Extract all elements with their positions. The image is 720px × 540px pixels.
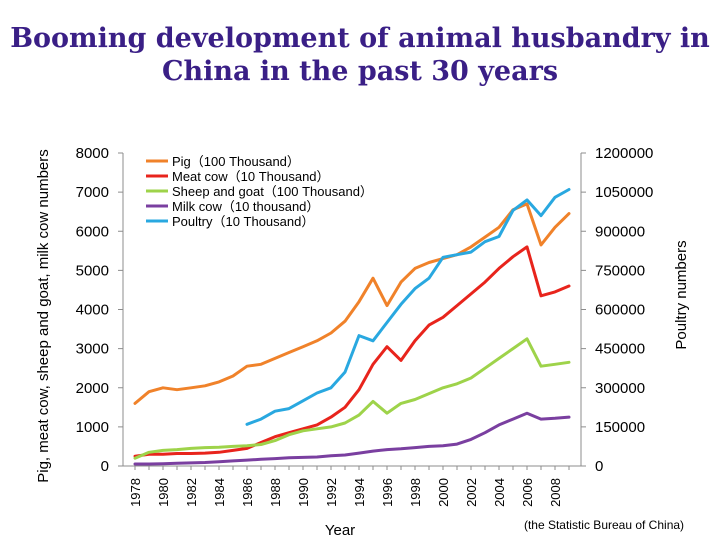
x-tick-label: 1998 bbox=[408, 478, 423, 507]
series-line-2 bbox=[133, 245, 571, 458]
y-tick-label-left: 5000 bbox=[76, 262, 109, 279]
x-axis-label: Year bbox=[325, 522, 355, 539]
legend-label-5: Poultry（10 Thousand） bbox=[172, 214, 314, 229]
x-tick-label: 1982 bbox=[184, 478, 199, 507]
x-tick-label: 1984 bbox=[212, 478, 227, 507]
y-tick-label-right: 750000 bbox=[595, 262, 645, 279]
source-note: (the Statistic Bureau of China) bbox=[524, 518, 684, 532]
x-tick-label: 2006 bbox=[520, 478, 535, 507]
y-tick-label-left: 3000 bbox=[76, 341, 109, 358]
x-tick-label: 2000 bbox=[436, 478, 451, 507]
x-tick-label: 2002 bbox=[464, 478, 479, 507]
series-line-5 bbox=[245, 188, 571, 426]
x-tick-label: 2008 bbox=[548, 478, 563, 507]
y-tick-label-right: 450000 bbox=[595, 341, 645, 358]
axes: 0 1000 2000 3000 4000 5000 6000 7000 8000 0 150000… bbox=[76, 145, 654, 507]
y-tick-label-right: 0 bbox=[595, 458, 603, 475]
x-tick-label: 1988 bbox=[268, 478, 283, 507]
y-tick-label-right: 600000 bbox=[595, 302, 645, 319]
y-tick-label-left: 7000 bbox=[76, 184, 109, 201]
x-tick-label: 2004 bbox=[492, 478, 507, 507]
y-axis-label-left: Pig, meat cow, sheep and goat, milk cow … bbox=[35, 149, 52, 483]
x-tick-label: 1990 bbox=[296, 478, 311, 507]
title-line-2: China in the past 30 years bbox=[161, 56, 559, 87]
y-tick-label-left: 4000 bbox=[76, 302, 109, 319]
y-tick-label-left: 2000 bbox=[76, 380, 109, 397]
chart-title: Booming development of animal husbandry … bbox=[0, 22, 720, 88]
y-tick-label-left: 0 bbox=[101, 458, 109, 475]
x-tick-label: 1992 bbox=[324, 478, 339, 507]
title-line-1: Booming development of animal husbandry … bbox=[10, 23, 710, 54]
series-line-1 bbox=[133, 202, 571, 405]
series-line-4 bbox=[133, 411, 571, 466]
legend-label-2: Meat cow（10 Thousand） bbox=[172, 169, 330, 184]
y-tick-label-right: 1050000 bbox=[595, 184, 653, 201]
x-tick-label: 1978 bbox=[128, 478, 143, 507]
y-tick-label-left: 1000 bbox=[76, 419, 109, 436]
x-tick-label: 1996 bbox=[380, 478, 395, 507]
x-tick-label: 1994 bbox=[352, 478, 367, 507]
legend-label-4: Milk cow（10 thousand） bbox=[172, 199, 319, 214]
legend: Pig（100 Thousand）Meat cow（10 Thousand）Sh… bbox=[146, 154, 373, 229]
series-line-3 bbox=[133, 337, 571, 460]
y-tick-label-right: 150000 bbox=[595, 419, 645, 436]
y-tick-label-right: 1200000 bbox=[595, 145, 653, 162]
y-tick-label-right: 300000 bbox=[595, 380, 645, 397]
x-tick-label: 1980 bbox=[156, 478, 171, 507]
series-lines bbox=[133, 188, 571, 466]
y-axis-label-right: Poultry numbers bbox=[673, 240, 690, 349]
y-tick-label-right: 900000 bbox=[595, 223, 645, 240]
y-tick-label-left: 6000 bbox=[76, 223, 109, 240]
legend-label-3: Sheep and goat（100 Thousand） bbox=[172, 184, 373, 199]
legend-label-1: Pig（100 Thousand） bbox=[172, 154, 300, 169]
y-tick-label-left: 8000 bbox=[76, 145, 109, 162]
x-tick-label: 1986 bbox=[240, 478, 255, 507]
